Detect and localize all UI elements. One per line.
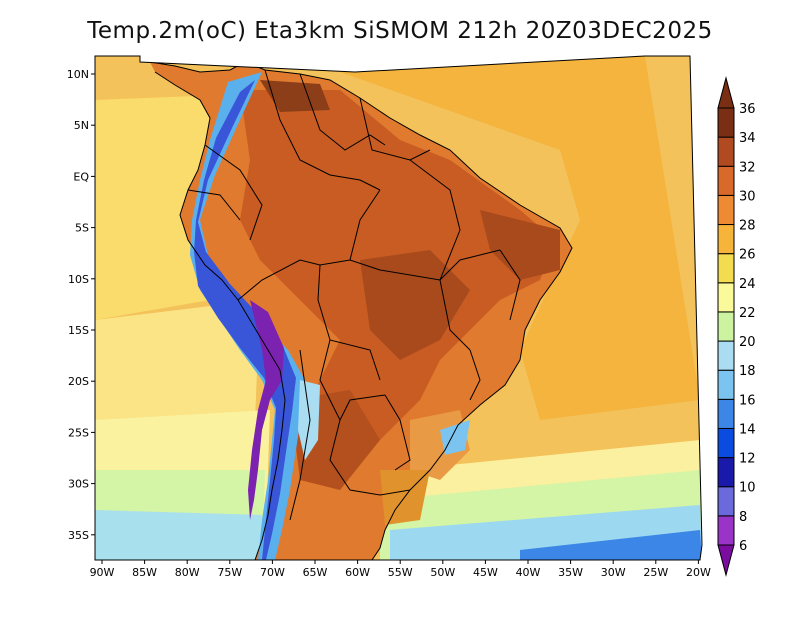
colorbar-label: 10 [739,481,756,496]
colorbar-label: 16 [739,393,756,408]
lon-label: 60W [345,566,370,579]
colorbar: 6 8 10 12 14 16 18 20 22 24 26 28 30 32 34 36 [717,76,756,577]
colorbar-label: 14 [739,422,756,437]
colorbar-swatch [717,486,735,517]
colorbar-label: 6 [739,539,747,554]
lon-label: 70W [260,566,285,579]
colorbar-swatch [717,515,735,546]
lat-label: 5N [74,119,89,132]
colorbar-label: 22 [739,306,756,321]
latitude-axis: 10N 5N EQ 5S 10S 15S 20S 25S 30S 35S [67,68,95,542]
lon-label: 25W [643,566,668,579]
lat-label: 25S [68,426,89,439]
colorbar-label: 28 [739,219,756,234]
lon-label: 75W [217,566,242,579]
lon-label: 50W [430,566,455,579]
lon-label: 65W [303,566,328,579]
colorbar-label: 32 [739,160,756,175]
lat-label: 10S [68,273,89,286]
colorbar-max-triangle [717,76,735,109]
colorbar-swatch [717,311,735,342]
lon-label: 55W [388,566,413,579]
colorbar-swatch [717,427,735,459]
colorbar-label: 24 [739,277,756,292]
lon-label: 90W [90,566,115,579]
colorbar-label: 30 [739,189,756,204]
lon-label: 85W [132,566,157,579]
lat-label: 20S [68,375,89,388]
colorbar-label: 34 [739,131,756,146]
lat-label: 5S [75,222,89,235]
colorbar-label: 26 [739,248,756,263]
lat-label: 30S [68,478,89,491]
map-title: Temp.2m(oC) Eta3km SiSMOM 212h 20Z03DEC2… [87,18,713,44]
colorbar-swatch [717,165,735,196]
lat-label: 35S [68,529,89,542]
colorbar-swatch [717,282,735,313]
colorbar-swatch [717,253,735,284]
lat-label: 15S [68,324,89,337]
lon-label: 35W [558,566,583,579]
lon-label: 45W [473,566,498,579]
colorbar-swatch [717,136,735,167]
colorbar-label: 12 [739,452,756,467]
colorbar-min-triangle [717,544,735,577]
colorbar-swatch [717,194,735,226]
temperature-field [95,56,702,560]
colorbar-swatch [717,369,735,400]
colorbar-label: 8 [739,510,747,525]
lon-label: 30W [601,566,626,579]
colorbar-swatch [717,107,735,138]
map-frame [94,55,703,561]
lon-label: 40W [516,566,541,579]
country-borders [149,61,573,560]
lat-label: 10N [67,68,89,81]
colorbar-swatch [717,340,735,371]
colorbar-swatch [717,398,735,429]
longitude-axis: 90W 85W 80W 75W 70W 65W 60W 55W 50W 45W 40W 35W 30W 2… [90,560,711,579]
colorbar-label: 20 [739,335,756,350]
colorbar-label: 36 [739,102,756,117]
colorbar-label: 18 [739,364,756,379]
lon-label: 20W [686,566,711,579]
colorbar-swatch [717,457,735,488]
lat-label: EQ [73,170,89,183]
lon-label: 80W [175,566,200,579]
colorbar-swatch [717,224,735,255]
